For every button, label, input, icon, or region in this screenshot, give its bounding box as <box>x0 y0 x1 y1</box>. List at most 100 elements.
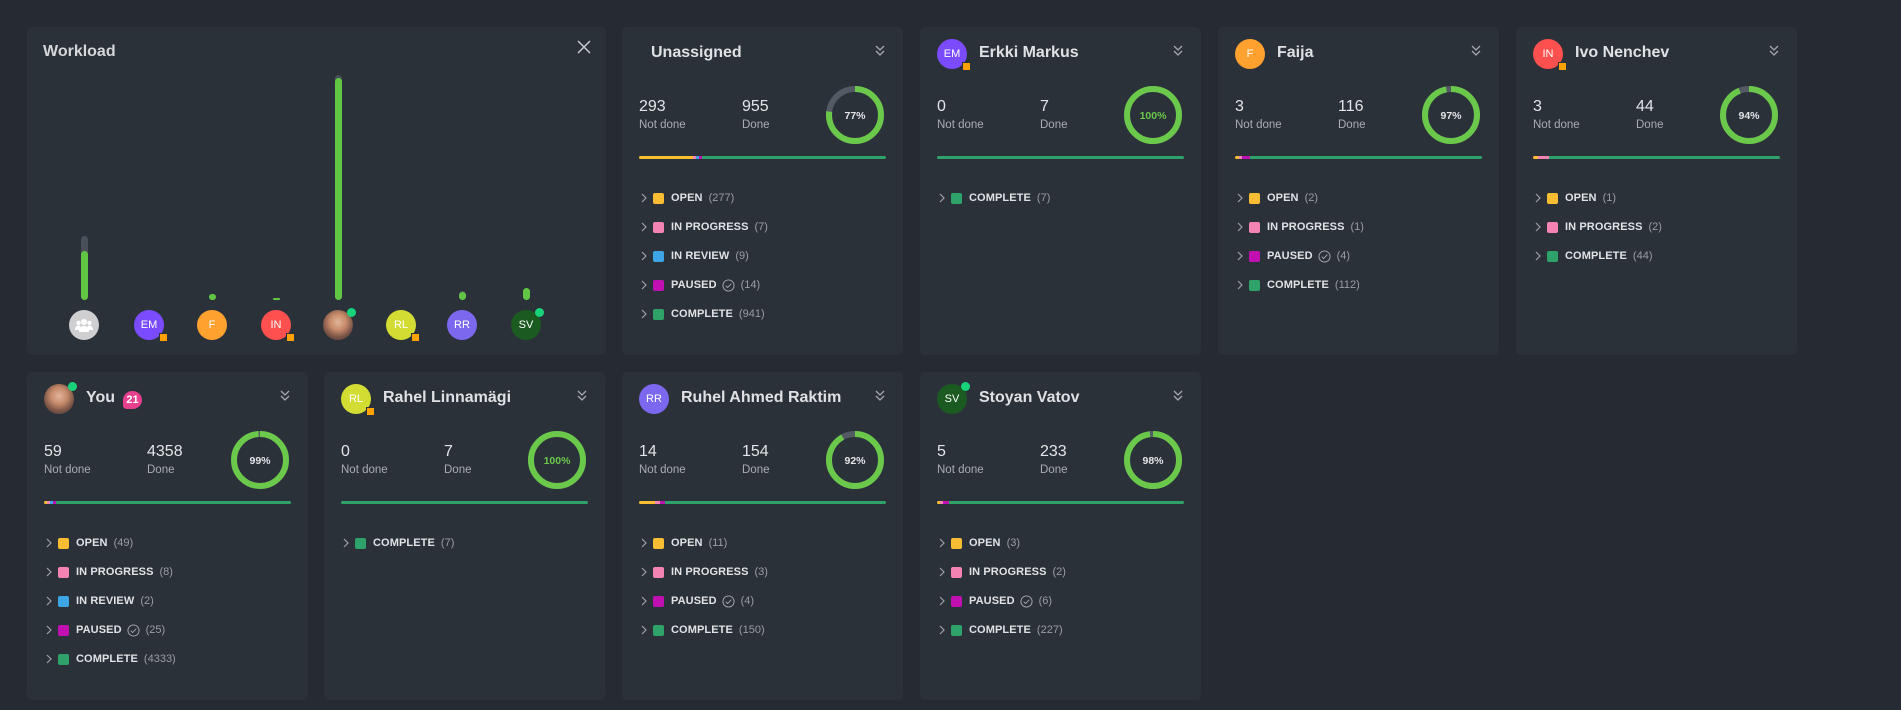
done-label: Done <box>444 464 472 476</box>
progress-segment <box>937 501 941 504</box>
status-group-in-progress[interactable]: IN PROGRESS (3) <box>639 564 768 580</box>
status-group-in-progress[interactable]: IN PROGRESS (2) <box>1533 219 1662 235</box>
chevron-right-icon[interactable] <box>937 537 947 549</box>
collapse-chevron-icon[interactable] <box>1170 388 1186 404</box>
online-status-icon <box>68 382 77 391</box>
collapse-chevron-icon[interactable] <box>872 43 888 59</box>
avatar[interactable]: RR <box>639 384 669 414</box>
percent-label: 99% <box>249 455 271 467</box>
chevron-right-icon[interactable] <box>1235 279 1245 291</box>
status-group-in-progress[interactable]: IN PROGRESS (8) <box>44 564 173 580</box>
status-group-open[interactable]: OPEN (11) <box>639 535 727 551</box>
chevron-right-icon[interactable] <box>639 279 649 291</box>
not-done-count: 14 <box>639 443 657 460</box>
avatar[interactable]: EM <box>134 310 168 342</box>
chevron-right-icon[interactable] <box>937 192 947 204</box>
done-count: 44 <box>1636 98 1654 115</box>
status-group-paused[interactable]: PAUSED (6) <box>937 593 1052 609</box>
status-group-open[interactable]: OPEN (1) <box>1533 190 1616 206</box>
chevron-right-icon[interactable] <box>639 595 649 607</box>
chevron-right-icon[interactable] <box>44 566 54 578</box>
avatar[interactable]: EM <box>937 39 971 71</box>
collapse-chevron-icon[interactable] <box>1766 43 1782 59</box>
status-group-in-progress[interactable]: IN PROGRESS (7) <box>639 219 768 235</box>
notification-badge[interactable]: 21 <box>123 391 142 409</box>
status-group-paused[interactable]: PAUSED (4) <box>639 593 754 609</box>
avatar[interactable]: SV <box>511 308 544 340</box>
status-group-open[interactable]: OPEN (49) <box>44 535 133 551</box>
collapse-chevron-icon[interactable] <box>574 388 590 404</box>
member-name: Stoyan Vatov <box>979 389 1080 406</box>
avatar[interactable]: F <box>197 310 227 340</box>
collapse-chevron-icon[interactable] <box>1468 43 1484 59</box>
chevron-right-icon[interactable] <box>639 537 649 549</box>
avatar[interactable]: IN <box>1533 39 1567 71</box>
chevron-right-icon[interactable] <box>639 221 649 233</box>
collapse-chevron-icon[interactable] <box>277 388 293 404</box>
chevron-right-icon[interactable] <box>639 566 649 578</box>
check-circle-icon <box>127 623 140 637</box>
status-count: (44) <box>1632 250 1653 262</box>
status-group-open[interactable]: OPEN (2) <box>1235 190 1318 206</box>
status-group-complete[interactable]: COMPLETE (7) <box>937 190 1050 206</box>
status-group-in-review[interactable]: IN REVIEW (2) <box>44 593 154 609</box>
chevron-right-icon[interactable] <box>1533 250 1543 262</box>
not-done-label: Not done <box>937 119 984 131</box>
status-group-paused[interactable]: PAUSED (14) <box>639 277 760 293</box>
status-group-complete[interactable]: COMPLETE (4333) <box>44 651 176 667</box>
chevron-right-icon[interactable] <box>639 624 649 636</box>
avatar[interactable] <box>44 382 77 414</box>
chevron-right-icon[interactable] <box>639 308 649 320</box>
check-circle-icon <box>722 594 735 608</box>
status-group-paused[interactable]: PAUSED (4) <box>1235 248 1350 264</box>
status-group-open[interactable]: OPEN (277) <box>639 190 734 206</box>
bar-done-6[interactable] <box>459 292 466 300</box>
status-group-complete[interactable]: COMPLETE (7) <box>341 535 454 551</box>
bar-done-2[interactable] <box>209 294 216 300</box>
member-name: Faija <box>1277 44 1314 61</box>
status-group-complete[interactable]: COMPLETE (150) <box>639 622 765 638</box>
bar-done-7[interactable] <box>523 288 530 300</box>
avatar[interactable]: IN <box>261 310 295 342</box>
chevron-right-icon[interactable] <box>937 566 947 578</box>
bar-done-4[interactable] <box>335 78 342 300</box>
status-label: IN PROGRESS <box>1565 221 1643 233</box>
chevron-right-icon[interactable] <box>1235 192 1245 204</box>
status-group-paused[interactable]: PAUSED (25) <box>44 622 165 638</box>
status-group-complete[interactable]: COMPLETE (941) <box>639 306 765 322</box>
avatar[interactable]: RR <box>447 310 477 340</box>
status-group-in-review[interactable]: IN REVIEW (9) <box>639 248 749 264</box>
bar-done-3[interactable] <box>273 297 280 300</box>
avatar[interactable]: SV <box>937 382 970 414</box>
chevron-right-icon[interactable] <box>1235 221 1245 233</box>
chevron-right-icon[interactable] <box>1235 250 1245 262</box>
chevron-right-icon[interactable] <box>639 250 649 262</box>
chevron-right-icon[interactable] <box>44 653 54 665</box>
avatar[interactable]: RL <box>341 384 375 416</box>
status-group-open[interactable]: OPEN (3) <box>937 535 1020 551</box>
chevron-right-icon[interactable] <box>44 624 54 636</box>
status-group-complete[interactable]: COMPLETE (44) <box>1533 248 1652 264</box>
chevron-right-icon[interactable] <box>937 624 947 636</box>
status-group-in-progress[interactable]: IN PROGRESS (1) <box>1235 219 1364 235</box>
chevron-right-icon[interactable] <box>341 537 351 549</box>
collapse-chevron-icon[interactable] <box>872 388 888 404</box>
close-icon[interactable] <box>574 37 594 57</box>
status-group-complete[interactable]: COMPLETE (227) <box>937 622 1063 638</box>
chevron-right-icon[interactable] <box>937 595 947 607</box>
collapse-chevron-icon[interactable] <box>1170 43 1186 59</box>
avatar[interactable] <box>69 310 99 340</box>
chevron-right-icon[interactable] <box>1533 221 1543 233</box>
avatar[interactable]: F <box>1235 39 1265 69</box>
chevron-right-icon[interactable] <box>44 537 54 549</box>
chevron-right-icon[interactable] <box>1533 192 1543 204</box>
avatar[interactable]: RL <box>386 310 420 342</box>
online-status-icon <box>347 308 356 317</box>
chevron-right-icon[interactable] <box>44 595 54 607</box>
status-group-in-progress[interactable]: IN PROGRESS (2) <box>937 564 1066 580</box>
avatar[interactable] <box>323 308 356 340</box>
status-group-complete[interactable]: COMPLETE (112) <box>1235 277 1360 293</box>
chevron-right-icon[interactable] <box>639 192 649 204</box>
bar-done-0[interactable] <box>81 251 88 300</box>
status-count: (6) <box>1038 595 1053 607</box>
